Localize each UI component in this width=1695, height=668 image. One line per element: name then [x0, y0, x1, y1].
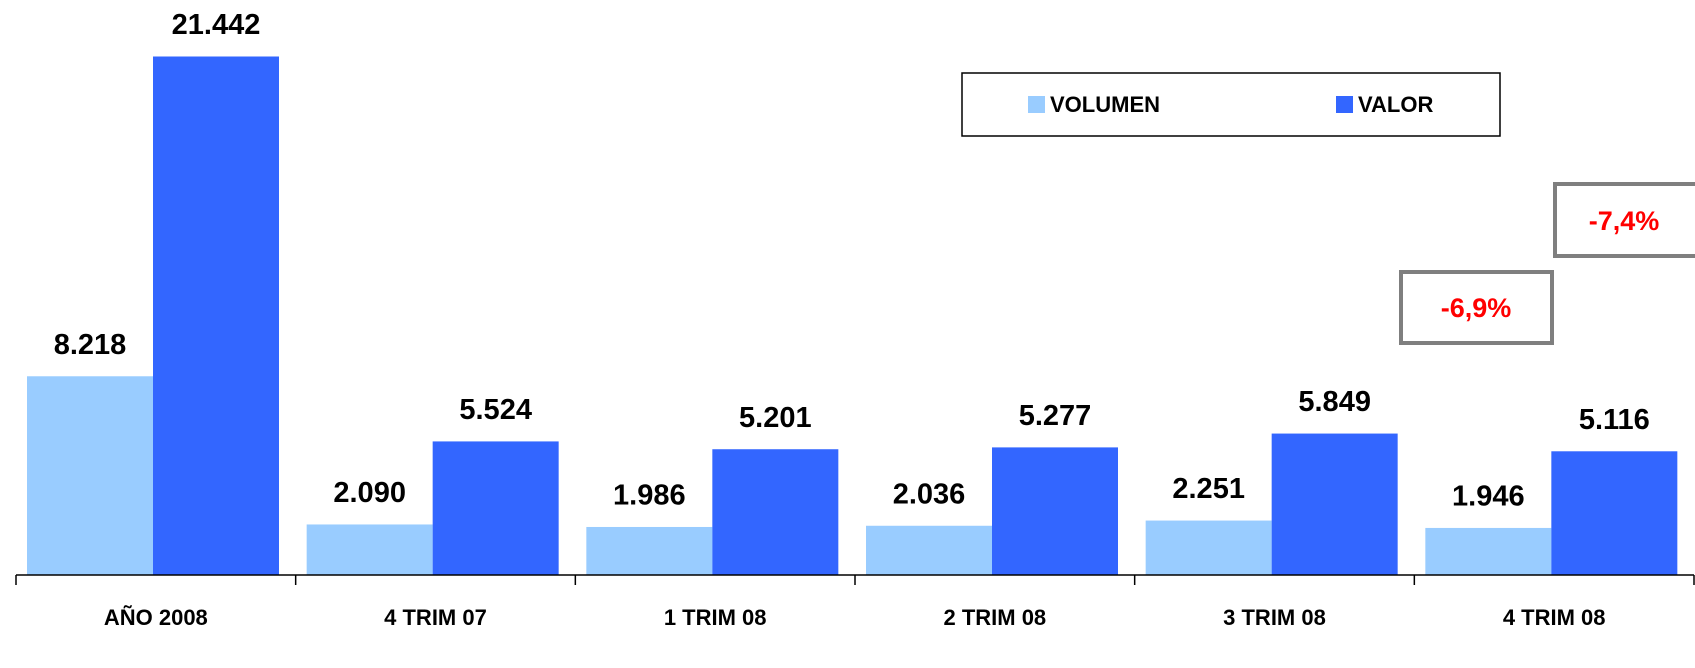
value-label: 5.277: [1019, 400, 1092, 432]
value-label: 2.036: [893, 478, 966, 510]
bar: [27, 376, 153, 575]
legend-label: VALOR: [1358, 92, 1433, 117]
x-tick-label: 3 TRIM 08: [1223, 605, 1326, 630]
bar: [712, 449, 839, 575]
bar: [992, 447, 1118, 575]
x-tick-label: 1 TRIM 08: [664, 605, 767, 630]
bar: [586, 526, 713, 575]
bar: [866, 525, 992, 575]
bar: [1145, 520, 1272, 575]
annotation: -7,4%: [1589, 206, 1660, 236]
bar: [432, 441, 559, 575]
bar: [1551, 451, 1678, 575]
legend-label: VOLUMEN: [1050, 92, 1160, 117]
value-label: 1.946: [1452, 481, 1525, 513]
legend-swatch: [1028, 96, 1045, 113]
bar: [306, 524, 433, 575]
x-tick-label: 4 TRIM 07: [384, 605, 487, 630]
value-label: 1.986: [613, 480, 686, 512]
bar: [153, 56, 279, 575]
value-label: 8.218: [54, 329, 127, 361]
value-label: 2.090: [333, 477, 406, 509]
legend-swatch: [1336, 96, 1353, 113]
x-tick-label: 2 TRIM 08: [943, 605, 1046, 630]
value-label: 5.524: [459, 394, 532, 426]
value-label: 5.116: [1579, 404, 1650, 436]
bar: [1271, 433, 1398, 575]
annotation: -6,9%: [1441, 293, 1512, 323]
x-tick-label: 4 TRIM 08: [1503, 605, 1606, 630]
value-label: 2.251: [1172, 473, 1245, 505]
annotation-box: [1399, 270, 1554, 345]
bar: [1425, 527, 1552, 575]
value-label: 5.201: [739, 402, 812, 434]
legend-box: [961, 72, 1501, 137]
value-label: 5.849: [1298, 386, 1371, 418]
value-label: 21.442: [172, 9, 261, 41]
annotation-box: [1553, 182, 1695, 258]
x-tick-label: AÑO 2008: [104, 605, 208, 630]
